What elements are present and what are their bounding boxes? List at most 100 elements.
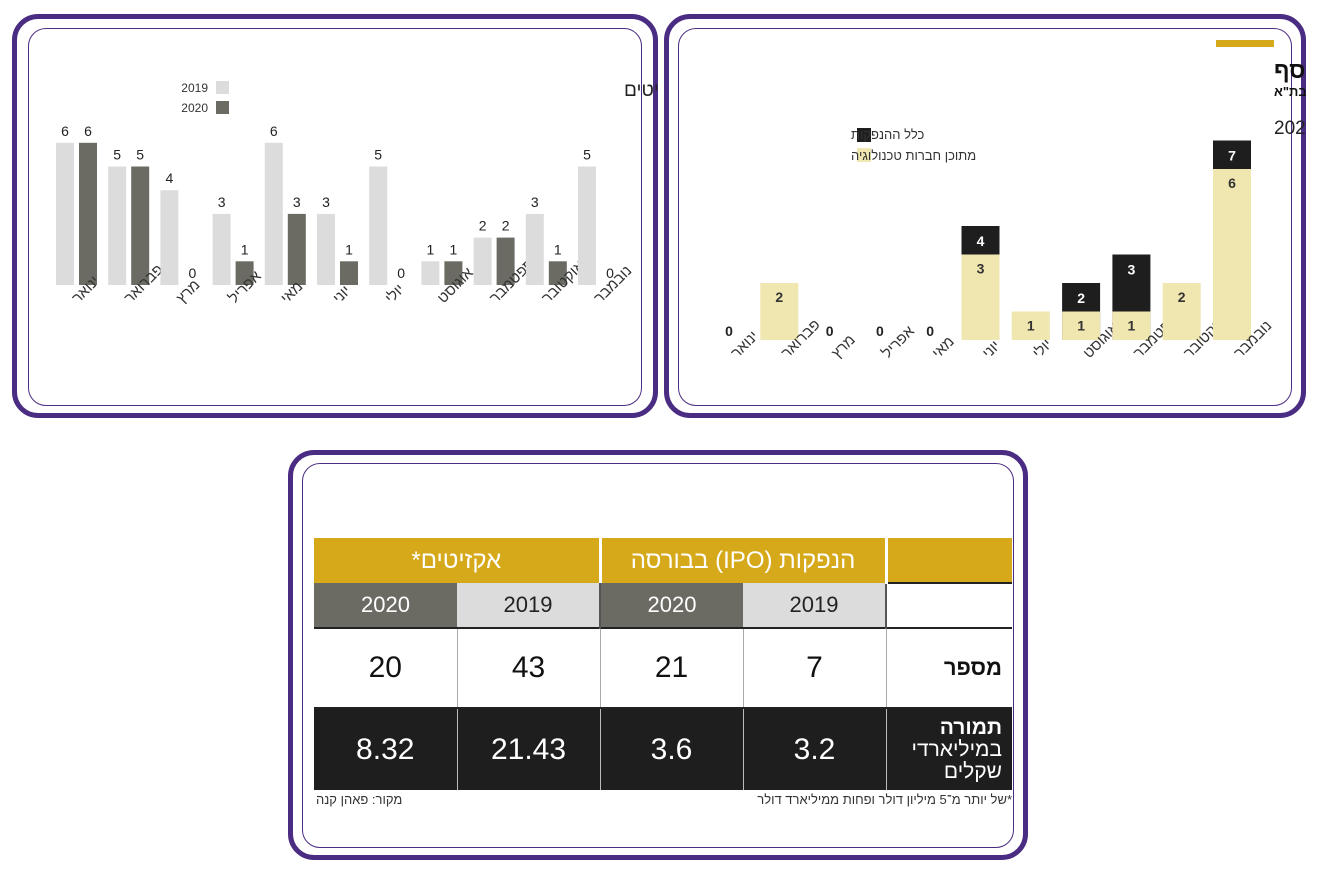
right-label-tech: 2 <box>1178 289 1186 305</box>
left-bar-2019 <box>578 166 596 285</box>
right-label-zero: 0 <box>725 323 733 339</box>
right-legend-label-total: כלל ההנפקות <box>851 127 924 142</box>
table-inner-border <box>302 463 1014 848</box>
right-bar-tech <box>1162 283 1201 340</box>
left-bar-2019 <box>108 166 127 285</box>
ipo-year-2020: 2020 <box>598 583 744 628</box>
left-label-2019: 3 <box>218 194 226 210</box>
left-bar-2019 <box>369 166 388 285</box>
left-label-2020: 5 <box>136 147 144 163</box>
left-label-2019: 3 <box>531 194 539 210</box>
right-chart-frame <box>664 14 1306 418</box>
left-label-2020: 1 <box>241 241 249 257</box>
left-bar-2019 <box>56 142 74 285</box>
right-label-total: 3 <box>1128 262 1136 278</box>
left-label-2020: 0 <box>189 265 197 281</box>
left-bar-2019 <box>160 190 179 285</box>
cell-ipo-2020-value: 3.6 <box>599 707 744 790</box>
right-bar-tech <box>760 283 799 340</box>
right-chart-title: הנפקות הטכנולוגיה גנבו לאקזיטים את הכסף <box>1274 57 1306 83</box>
right-label-zero: 0 <box>826 323 834 339</box>
right-label-zero: 0 <box>876 323 884 339</box>
left-label-2020: 2 <box>502 218 510 234</box>
right-xtick-label: אפריל <box>879 322 919 362</box>
right-bar-tech <box>1112 311 1151 340</box>
left-bar-2019 <box>317 213 335 285</box>
left-bar-2020 <box>548 261 567 285</box>
right-label-tech: 2 <box>775 289 783 305</box>
right-bar-tech <box>1011 311 1050 340</box>
left-label-2019: 3 <box>322 194 330 210</box>
row-label-number: מספר <box>885 627 1013 708</box>
left-bar-2019 <box>421 261 440 285</box>
cell-exit-2020-number: 20 <box>314 627 457 708</box>
left-bar-2020 <box>131 166 150 285</box>
right-label-total: 4 <box>977 233 985 249</box>
ipo-group-header: הנפקות (IPO) בבורסה <box>598 538 887 583</box>
left-label-2020: 1 <box>345 241 353 257</box>
right-bar-tech <box>961 254 1000 340</box>
left-label-2019: 5 <box>374 147 382 163</box>
cell-ipo-2019-number: 7 <box>742 627 887 708</box>
row-label-value-line3: שקלים <box>943 759 1003 783</box>
left-legend-label-2019: 2019 <box>181 81 208 95</box>
left-label-2019: 5 <box>583 147 591 163</box>
right-label-tech: 1 <box>1128 318 1136 334</box>
left-label-2020: 1 <box>554 241 562 257</box>
left-label-2019: 2 <box>479 218 487 234</box>
exits-group-header: אקזיטים* <box>314 538 600 583</box>
right-chart-subtitle: הנפקות ראשוניות לעומת אקזיטים, בת"א <box>1274 84 1306 99</box>
right-label-tech: 3 <box>977 261 985 277</box>
left-bar-2020 <box>287 213 306 285</box>
left-chart-inner-border <box>28 28 642 406</box>
blank-header-cell <box>884 538 1013 583</box>
right-label-tech: 1 <box>1027 318 1035 334</box>
right-accent-bar <box>1216 40 1274 47</box>
left-bar-2019 <box>473 237 492 285</box>
left-bar-2020 <box>235 261 254 285</box>
row-label-value: תמורה במיליארדי שקלים <box>885 707 1013 790</box>
table-footnote: *של יותר מ־5 מיליון דולר ופחות ממיליארד … <box>757 792 1012 807</box>
right-label-tech: 6 <box>1228 175 1236 191</box>
row-label-value-line2: במיליארדי <box>911 737 1003 761</box>
cell-ipo-2019-value: 3.2 <box>742 707 887 790</box>
cell-exit-2019-number: 43 <box>456 627 600 708</box>
left-legend-swatch-2020 <box>216 101 229 114</box>
left-label-2020: 1 <box>450 241 458 257</box>
left-bar-2020 <box>496 237 515 285</box>
blank-year-cell <box>885 582 1013 628</box>
left-label-2020: 0 <box>606 265 614 281</box>
left-bar-2019 <box>212 213 231 285</box>
left-label-2020: 0 <box>397 265 405 281</box>
table-row-number: מספר 7 21 43 20 <box>314 627 1013 708</box>
left-bar-2019 <box>264 142 283 285</box>
left-legend-label-2020: 2020 <box>181 101 208 115</box>
left-label-2019: 6 <box>270 123 278 139</box>
left-bar-2020 <box>340 261 358 285</box>
right-legend-swatch-tech <box>857 148 871 162</box>
left-xtick-label: יוני <box>330 282 354 306</box>
table-year-header-row: 2019 2020 2019 2020 <box>314 582 1013 628</box>
cell-ipo-2020-number: 21 <box>599 627 744 708</box>
row-label-value-bold: תמורה <box>939 715 1003 739</box>
right-label-total: 7 <box>1228 148 1236 164</box>
right-xtick-label: יוני <box>979 337 1003 361</box>
exit-year-2019: 2019 <box>457 583 600 628</box>
left-label-2020: 3 <box>293 194 301 210</box>
right-legend-swatch-total <box>857 128 871 142</box>
left-bar-2020 <box>444 261 463 285</box>
right-chart-inner-border <box>678 28 1292 406</box>
right-ipo-chart: הנפקות הטכנולוגיה גנבו לאקזיטים את הכסףה… <box>725 40 1306 362</box>
left-label-2019: 6 <box>61 123 69 139</box>
left-label-2019: 5 <box>113 147 121 163</box>
right-bar-tech <box>1062 311 1101 340</box>
left-exits-chart: דעיכת שוק האקזיטים2019202066ינואר55פברוא… <box>56 80 658 307</box>
left-label-2020: 6 <box>84 123 92 139</box>
right-legend-label-tech: מתוכן חברות טכנולוגיה <box>851 148 976 163</box>
right-bar-tech <box>1213 169 1251 340</box>
cell-exit-2020-value: 8.32 <box>314 707 457 790</box>
table-row-value: תמורה במיליארדי שקלים 3.2 3.6 21.43 8.32 <box>314 707 1013 790</box>
cell-exit-2019-value: 21.43 <box>456 707 600 790</box>
table-source: מקור: פאהן קנה <box>316 792 403 807</box>
